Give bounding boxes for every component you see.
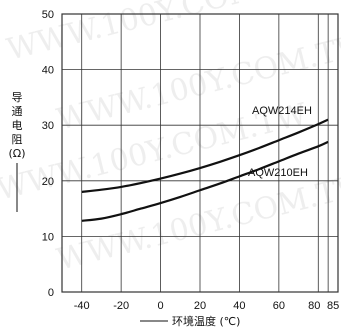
x-tick-label: 40 — [233, 300, 245, 312]
y-axis-title-char: 通 — [12, 105, 23, 118]
x-axis-title: 环境温度 (℃) — [140, 314, 240, 328]
y-tick-label: 0 — [48, 287, 54, 299]
x-tick-label: 80 — [308, 300, 320, 312]
y-tick-label: 20 — [42, 176, 54, 188]
y-tick-label: 30 — [42, 120, 54, 132]
x-tick-label: 60 — [273, 300, 285, 312]
x-axis-title-text: 环境温度 (℃) — [172, 314, 240, 328]
y-axis-title-char: 导 — [12, 91, 23, 104]
y-tick-label: 10 — [42, 231, 54, 243]
y-tick-label: 40 — [42, 65, 54, 77]
x-tick-label: -20 — [113, 300, 129, 312]
y-axis-title-char: 电 — [12, 119, 23, 132]
series-label-aqw210eh: AQW210EH — [248, 167, 308, 179]
grid-layer — [61, 13, 339, 293]
y-tick-label: 50 — [42, 9, 54, 21]
series-line-aqw210eh — [81, 140, 329, 222]
x-tick-label: -40 — [74, 300, 90, 312]
label-layer: AQW214EH AQW210EH — [248, 105, 312, 179]
y-axis-title-char: 阻 — [12, 133, 23, 146]
x-tick-label: 0 — [158, 300, 164, 312]
series-label-aqw214eh: AQW214EH — [252, 105, 312, 117]
series-line-aqw214eh — [81, 118, 329, 194]
series-layer — [81, 118, 329, 222]
tick-layer: 0 10 20 30 40 50 -40 -20 0 20 40 60 80 85 — [42, 9, 340, 312]
x-tick-label: 20 — [194, 300, 206, 312]
y-axis-title-char: (Ω) — [9, 147, 26, 160]
x-tick-label: 85 — [327, 300, 339, 312]
